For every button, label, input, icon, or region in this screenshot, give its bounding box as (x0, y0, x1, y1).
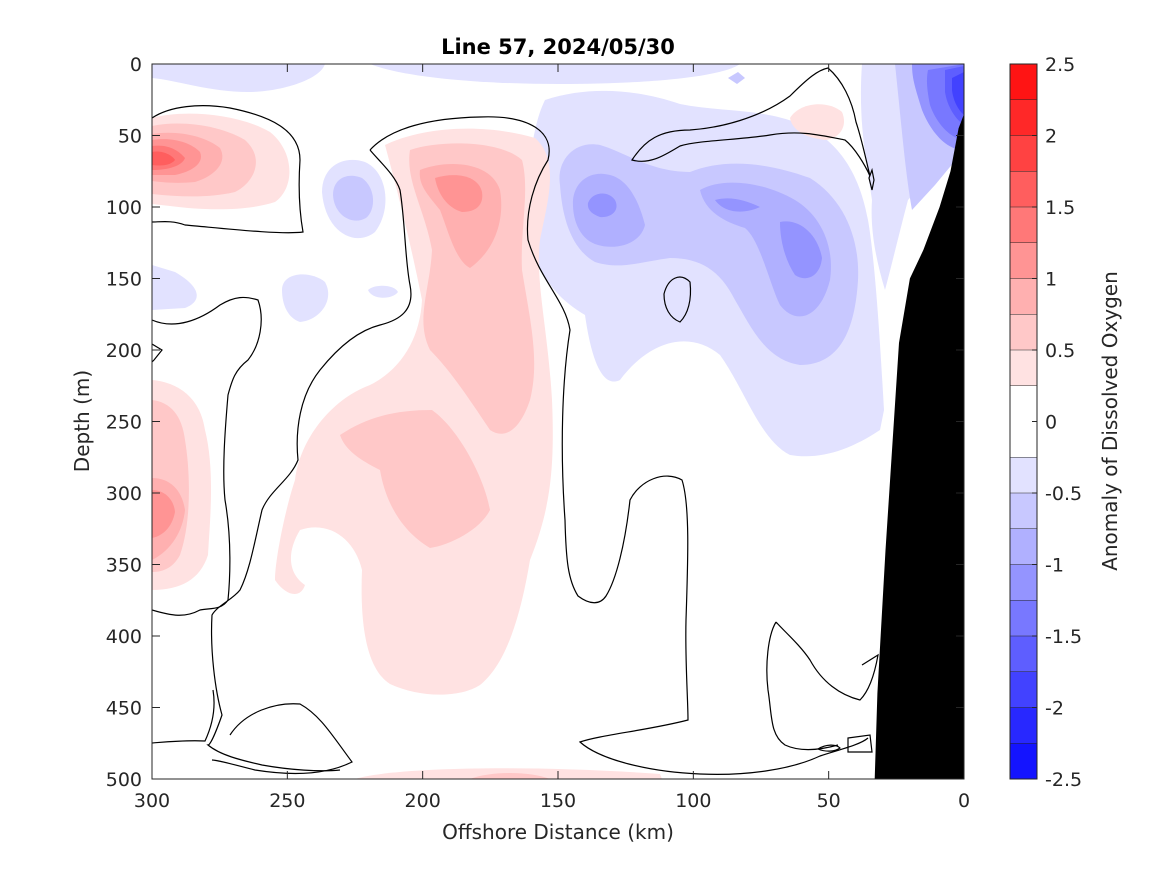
colorbar-swatch (1010, 135, 1037, 172)
contour-offshore-surface (152, 105, 304, 234)
contour-shelf-bottom-loop (816, 744, 841, 752)
colorbar-swatch (1010, 457, 1037, 493)
coastal-low-core-c (952, 72, 964, 115)
colorbar-swatch (1010, 171, 1037, 207)
colorbar-tick-label: 0 (1045, 412, 1057, 434)
tongue-high-l4 (435, 175, 483, 212)
colorbar-swatch (1010, 64, 1037, 100)
seafloor-bathymetry (874, 64, 964, 779)
plot-body (152, 64, 964, 779)
contour-offshore-bottom (152, 689, 215, 744)
y-tick-label: 500 (106, 769, 142, 791)
contour-small-loop-west (152, 343, 163, 363)
x-tick-label: 250 (269, 790, 305, 812)
colorbar-tick-label: -2 (1045, 698, 1064, 720)
contour-tongue (369, 116, 869, 775)
colorbar-label: Anomaly of Dissolved Oxygen (1098, 271, 1122, 571)
contour-shelf-bottom-lens (847, 734, 873, 753)
contour-shelf-top (631, 67, 871, 177)
colorbar-swatch (1010, 564, 1037, 601)
y-tick-label: 350 (106, 555, 142, 577)
y-tick-label: 150 (106, 269, 142, 291)
small-low-100m-core (333, 175, 374, 221)
x-tick-label: 0 (958, 790, 970, 812)
colorbar-swatch (1010, 207, 1037, 243)
colorbar-swatch (1010, 242, 1037, 279)
colorbar-tick-label: -1.5 (1045, 626, 1082, 648)
deep-offshore-high-l4 (152, 490, 175, 538)
patch-low-a (282, 274, 329, 322)
y-tick-label: 100 (106, 197, 142, 219)
y-axis-label: Depth (m) (70, 370, 94, 472)
small-low-east (728, 72, 745, 84)
x-axis-label: Offshore Distance (km) (442, 820, 674, 844)
x-tick-label: 200 (405, 790, 441, 812)
colorbar-tick-label: 1 (1045, 269, 1057, 291)
positive-anomaly-fills (152, 104, 845, 779)
colorbar-swatch (1010, 671, 1037, 708)
colorbar-swatch (1010, 636, 1037, 672)
offshore-high-l6 (152, 151, 175, 166)
colorbar-swatch (1010, 493, 1037, 529)
colorbar-tick-label: 0.5 (1045, 340, 1075, 362)
y-tick-label: 0 (130, 54, 142, 76)
bottom-high-strip-core (470, 773, 550, 779)
colorbar-swatch (1010, 350, 1037, 386)
colorbar: 2.5 2 1.5 1 0.5 0 -0.5 -1 -1.5 -2 -2.5 (1009, 54, 1082, 791)
colorbar-swatch (1010, 314, 1037, 350)
contour-mid-left (206, 149, 412, 772)
y-tick-label: 250 (106, 412, 142, 434)
colorbar-swatch (1010, 600, 1037, 636)
surface-low-offshore (152, 64, 325, 92)
x-tick-label: 150 (540, 790, 576, 812)
zero-contours (152, 67, 879, 775)
colorbar-tick-label: 2 (1045, 126, 1057, 148)
contour-offshore-west (152, 296, 262, 616)
chart-title: Line 57, 2024/05/30 (441, 35, 675, 59)
y-tick-label: 300 (106, 483, 142, 505)
large-low-inner (572, 173, 831, 317)
x-tick-label: 50 (817, 790, 841, 812)
colorbar-tick-label: 1.5 (1045, 197, 1075, 219)
y-axis: 0 50 100 150 200 250 300 350 400 450 500 (106, 54, 964, 791)
surface-low-strip (370, 64, 740, 84)
y-tick-label: 450 (106, 698, 142, 720)
colorbar-tick-label: -0.5 (1045, 483, 1082, 505)
y-tick-label: 200 (106, 340, 142, 362)
colorbar-swatch (1010, 743, 1037, 779)
colorbar-swatch (1010, 528, 1037, 565)
colorbar-swatch (1010, 278, 1037, 315)
y-tick-label: 50 (118, 126, 142, 148)
x-axis: 300 250 200 150 100 50 0 (134, 64, 970, 812)
contour-small-loop-mid (663, 276, 692, 323)
contour-bottom-lens (211, 703, 353, 775)
contour-small-diamond (868, 167, 875, 191)
contour-shelf-deep (766, 621, 879, 751)
patch-low-c (152, 265, 197, 310)
colorbar-tick-label: 2.5 (1045, 54, 1075, 76)
patch-low-b (368, 285, 398, 298)
x-tick-label: 100 (675, 790, 711, 812)
negative-anomaly-fills (152, 64, 964, 457)
large-low-core (587, 193, 822, 279)
x-tick-label: 300 (134, 790, 170, 812)
colorbar-swatch (1010, 707, 1037, 744)
y-tick-label: 400 (106, 626, 142, 648)
colorbar-swatch (1010, 99, 1037, 136)
small-high-east (790, 104, 845, 140)
colorbar-tick-label: -1 (1045, 555, 1064, 577)
colorbar-tick-label: -2.5 (1045, 769, 1082, 791)
